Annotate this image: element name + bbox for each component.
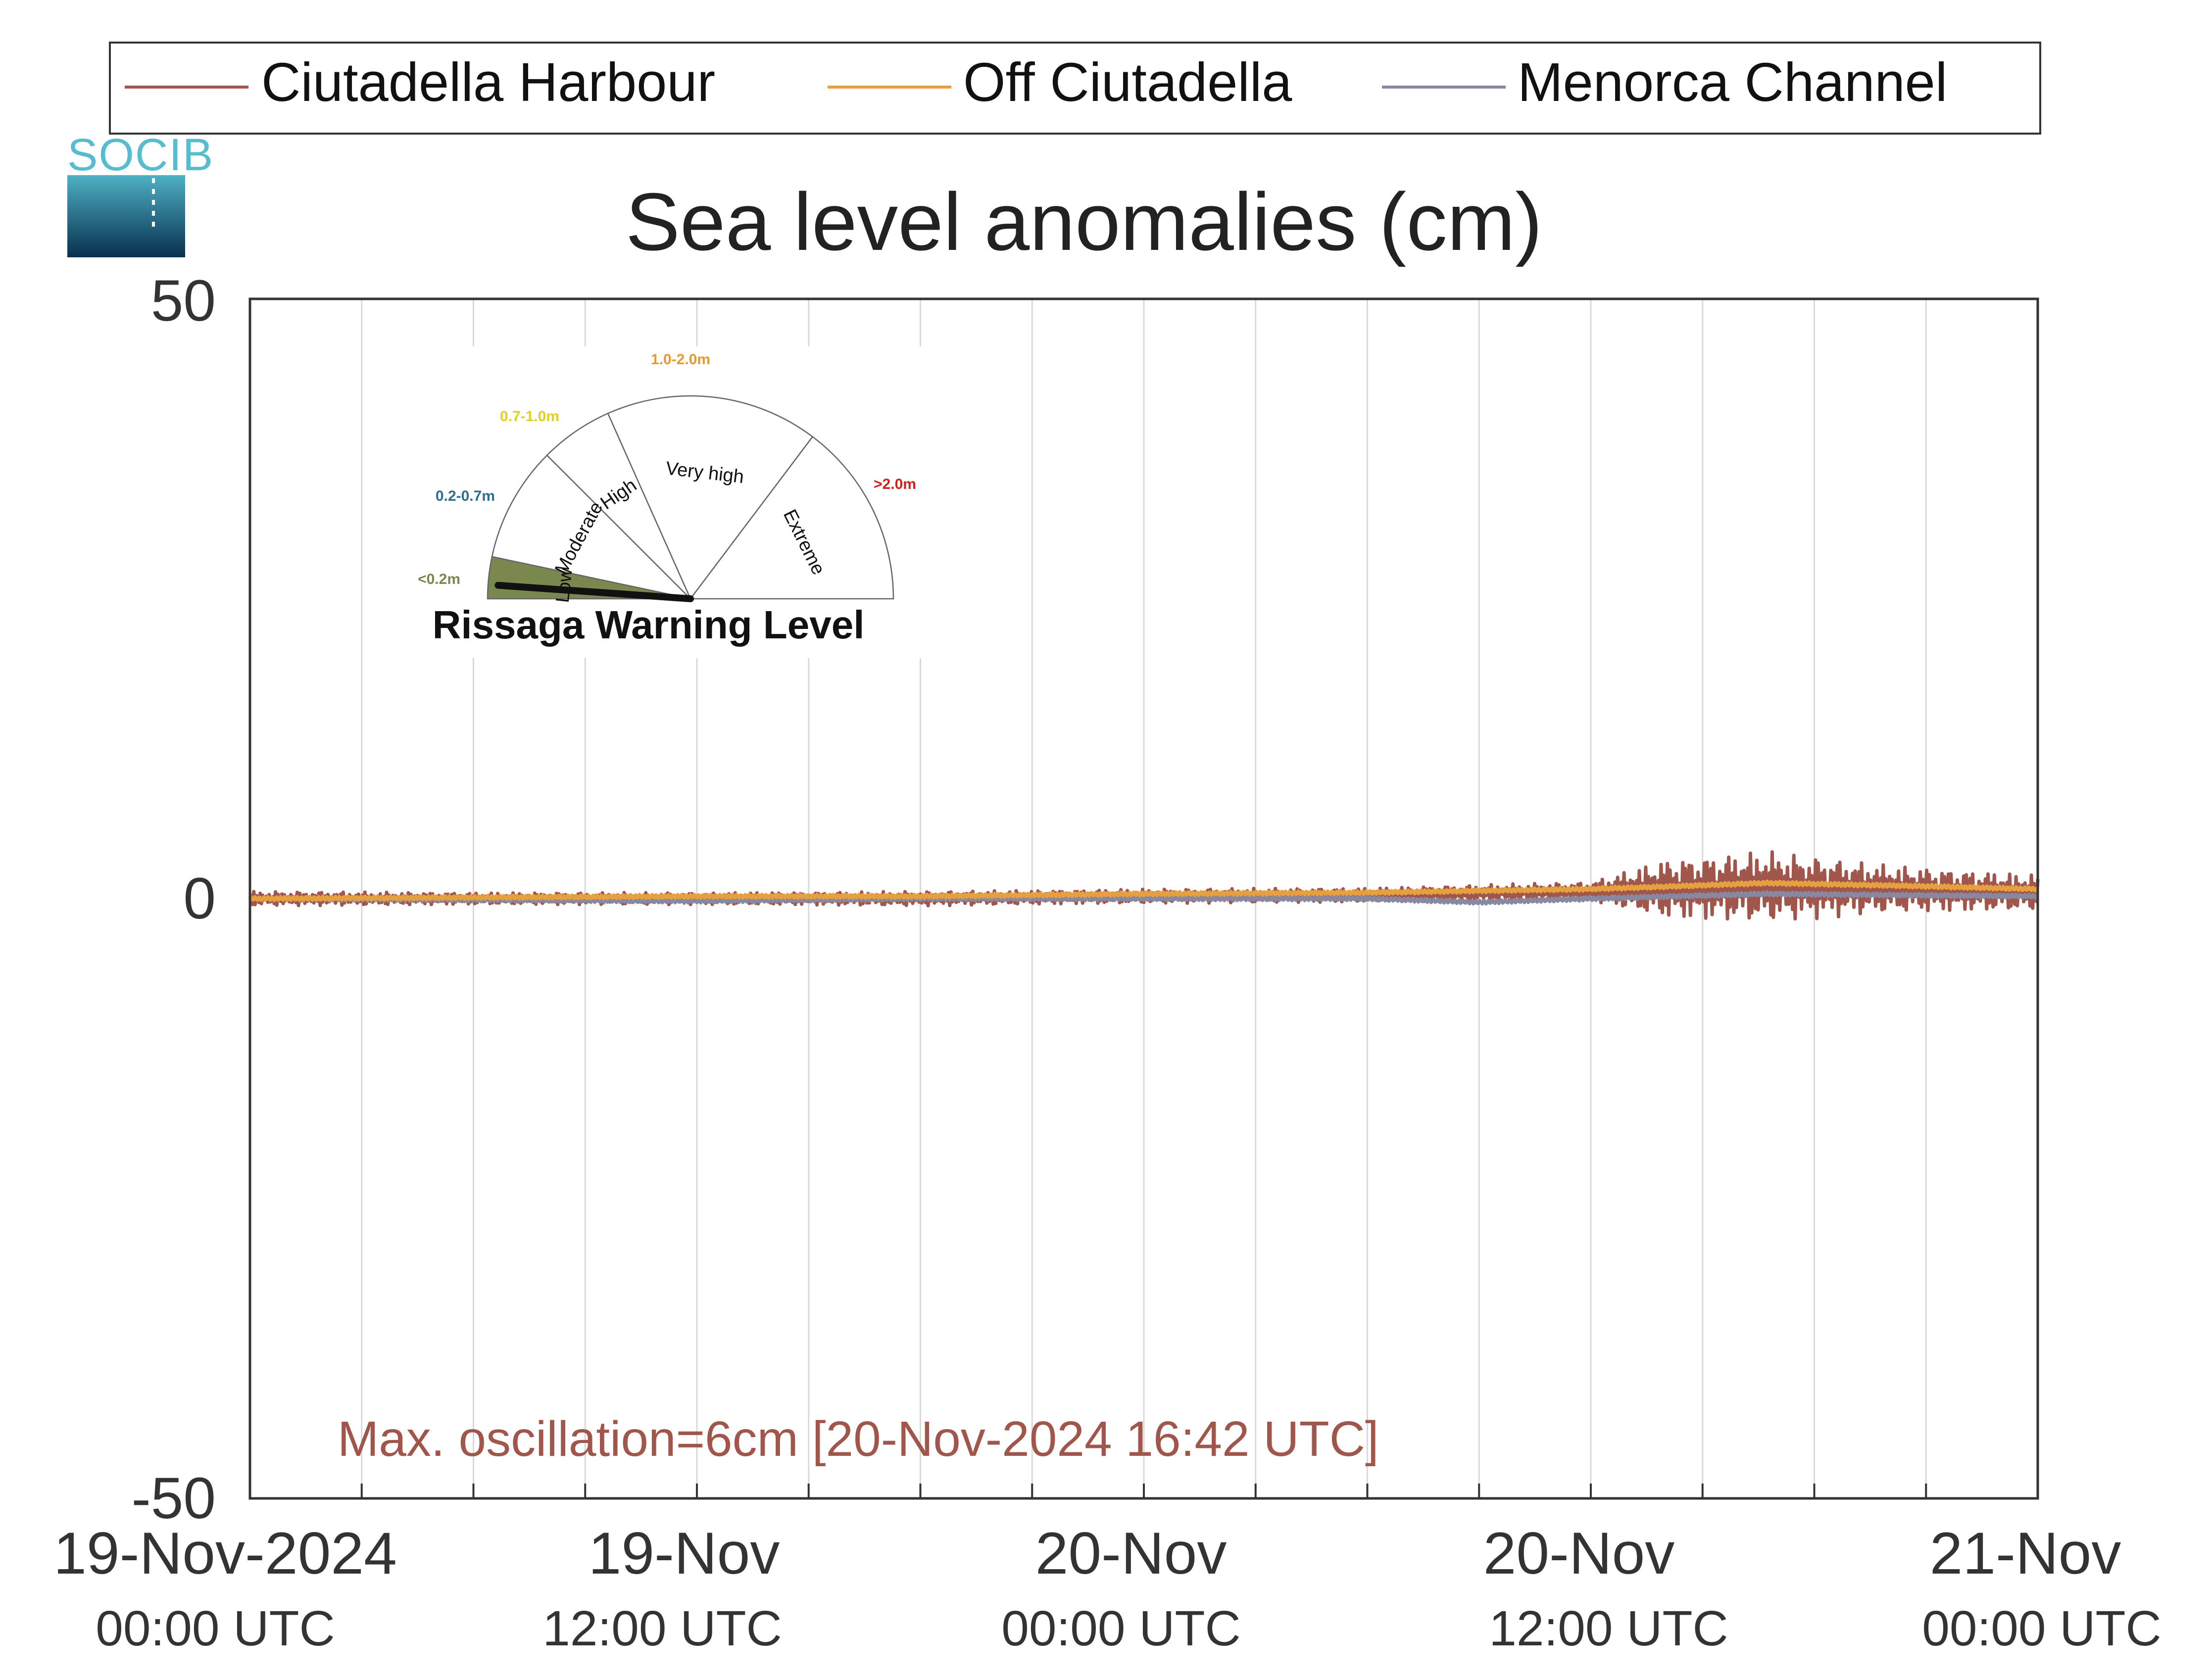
x-tick-label-4-date: 21-Nov bbox=[1930, 1520, 2121, 1586]
gauge-sector-label-low: Low bbox=[552, 567, 577, 604]
socib-logo: SOCIB bbox=[67, 130, 214, 257]
series-line-menorca-channel bbox=[248, 890, 2039, 906]
gauge-sector-high bbox=[546, 412, 691, 599]
gauge-sector-extreme bbox=[689, 435, 894, 600]
gauge-range-label-high: 0.7-1.0m bbox=[500, 408, 559, 425]
gauge-range-label-moderate: 0.2-0.7m bbox=[436, 488, 495, 504]
gauge-range-label-low: <0.2m bbox=[418, 571, 460, 587]
gauge-range-label-very-high: 1.0-2.0m bbox=[651, 351, 710, 368]
series-line-off-ciutadella bbox=[248, 879, 2039, 902]
gauge-title: Rissaga Warning Level bbox=[433, 603, 865, 647]
y-tick-label-0: 0 bbox=[183, 866, 216, 931]
socib-logo-text: SOCIB bbox=[67, 130, 214, 180]
x-tick-label-1-date: 19-Nov bbox=[589, 1520, 780, 1586]
max-oscillation-annotation: Max. oscillation=6cm [20-Nov-2024 16:42 … bbox=[338, 1411, 1379, 1467]
x-tick-label-4-time: 00:00 UTC bbox=[1922, 1601, 2162, 1656]
x-tick-label-3-time: 12:00 UTC bbox=[1489, 1601, 1728, 1656]
rissaga-warning-gauge: <0.2m0.2-0.7m0.7-1.0m1.0-2.0m>2.0m LowMo… bbox=[400, 346, 931, 658]
x-tick-label-2-time: 00:00 UTC bbox=[1001, 1601, 1241, 1656]
x-tick-label-0-date: 19-Nov-2024 bbox=[53, 1520, 397, 1586]
chart-title: Sea level anomalies (cm) bbox=[626, 176, 1542, 267]
gauge-needle bbox=[494, 581, 694, 602]
x-tick-label-3-date: 20-Nov bbox=[1483, 1520, 1675, 1586]
x-tick-label-0-time: 00:00 UTC bbox=[96, 1601, 335, 1656]
legend-label-menorca-channel: Menorca Channel bbox=[1518, 52, 1947, 113]
x-tick-label-1-time: 12:00 UTC bbox=[542, 1601, 782, 1656]
y-tick-label-minus-50: -50 bbox=[131, 1466, 216, 1531]
legend-label-ciutadella-harbour: Ciutadella Harbour bbox=[261, 52, 715, 113]
gauge-sector-moderate bbox=[491, 454, 692, 600]
legend: Ciutadella Harbour Off Ciutadella Menorc… bbox=[109, 42, 2041, 135]
x-tick-label-2-date: 20-Nov bbox=[1035, 1520, 1227, 1586]
gauge-sector-very-high bbox=[607, 395, 814, 600]
gauge-range-label-extreme: >2.0m bbox=[874, 476, 916, 492]
y-tick-label-50: 50 bbox=[151, 268, 216, 334]
legend-label-off-ciutadella: Off Ciutadella bbox=[963, 52, 1292, 113]
